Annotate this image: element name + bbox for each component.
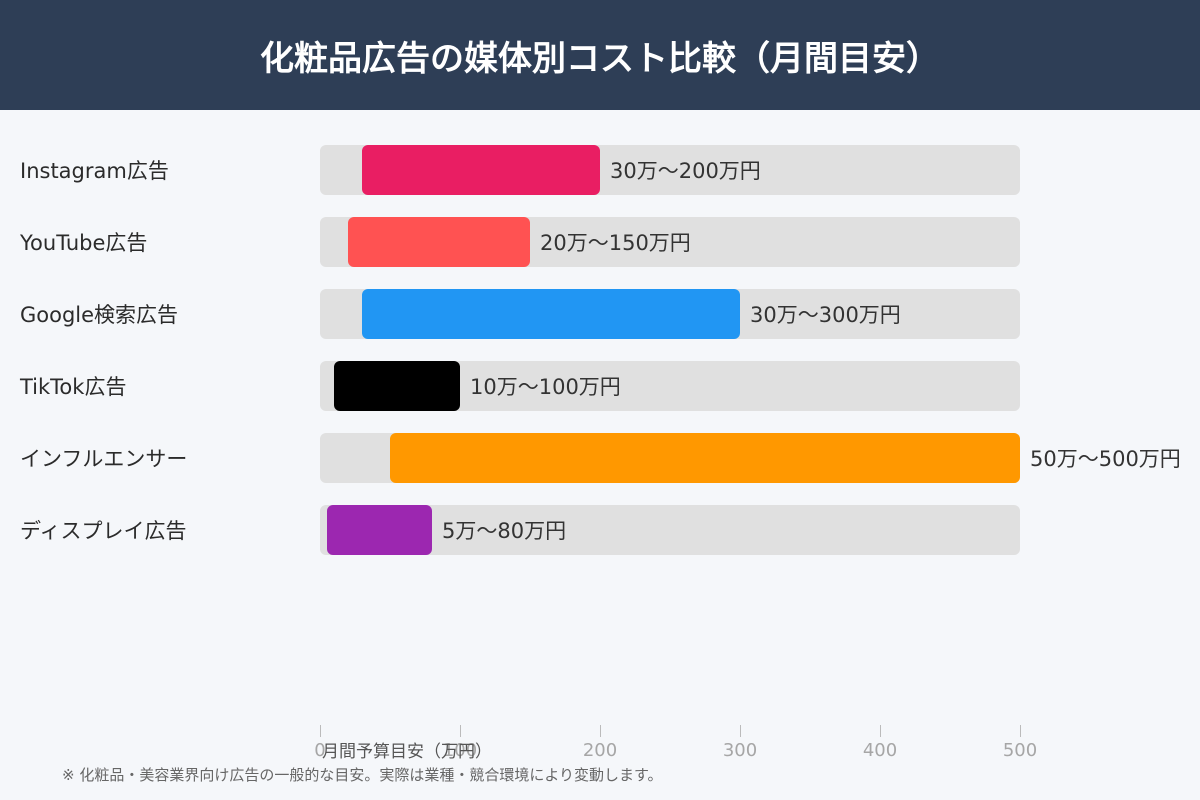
range-bar xyxy=(334,361,460,411)
row-label: Google検索広告 xyxy=(20,303,179,327)
footnote: ※ 化粧品・美容業界向け広告の一般的な目安。実際は業種・競合環境により変動します… xyxy=(62,766,663,784)
x-axis-title: 月間予算目安（万円） xyxy=(322,742,492,762)
chart-title: 化粧品広告の媒体別コスト比較（月間目安） xyxy=(260,38,940,79)
value-label: 10万〜100万円 xyxy=(470,375,621,399)
axis-tick-label: 100 xyxy=(442,740,478,761)
axis-tick xyxy=(320,725,321,737)
axis-tick xyxy=(600,725,601,737)
range-bar xyxy=(362,289,740,339)
axis-tick-label: 400 xyxy=(862,740,898,761)
axis-tick-label: 200 xyxy=(582,740,618,761)
row-label: ディスプレイ広告 xyxy=(20,519,187,543)
axis-tick xyxy=(1020,725,1021,737)
axis-tick-label: 0 xyxy=(314,740,326,761)
row-label: YouTube広告 xyxy=(20,231,148,255)
row-label: TikTok広告 xyxy=(20,375,127,399)
bar-track xyxy=(320,505,1020,555)
value-label: 5万〜80万円 xyxy=(442,519,567,543)
range-bar xyxy=(327,505,432,555)
value-label: 50万〜500万円 xyxy=(1030,447,1181,471)
row-label: インフルエンサー xyxy=(20,447,188,471)
axis-tick-label: 500 xyxy=(1002,740,1038,761)
chart-header: 化粧品広告の媒体別コスト比較（月間目安） xyxy=(0,0,1200,110)
range-bar xyxy=(362,145,600,195)
axis-tick xyxy=(740,725,741,737)
value-label: 20万〜150万円 xyxy=(540,231,691,255)
axis-tick xyxy=(880,725,881,737)
axis-tick-label: 300 xyxy=(722,740,758,761)
value-label: 30万〜300万円 xyxy=(750,303,901,327)
range-bar xyxy=(390,433,1020,483)
axis-tick xyxy=(460,725,461,737)
value-label: 30万〜200万円 xyxy=(610,159,761,183)
range-bar xyxy=(348,217,530,267)
row-label: Instagram広告 xyxy=(20,159,169,183)
